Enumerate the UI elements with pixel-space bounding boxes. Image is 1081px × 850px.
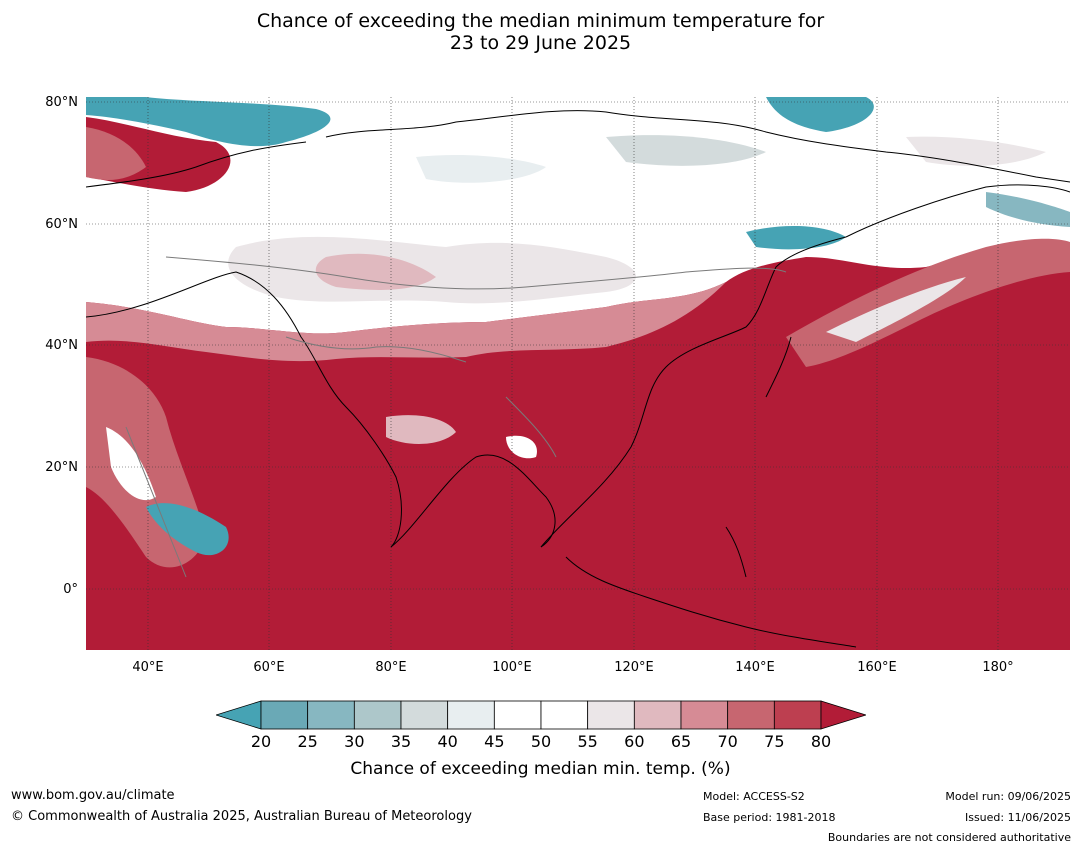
colorbar-tick-label: 35 bbox=[390, 732, 412, 751]
colorbar-segment bbox=[493, 700, 542, 730]
pacific-white-streak bbox=[826, 277, 966, 342]
central-asia-patch bbox=[315, 253, 436, 290]
graticule bbox=[86, 97, 1070, 650]
colorbar-segment bbox=[773, 700, 822, 730]
far-east-pink-patch bbox=[906, 136, 1046, 166]
colorbar-tick-label: 45 bbox=[484, 732, 505, 751]
arctic-low-region-east bbox=[766, 97, 874, 132]
lat-label-0: 0° bbox=[63, 582, 78, 597]
tibet-pink-patch bbox=[386, 415, 456, 444]
map-svg bbox=[86, 97, 1070, 650]
lat-label-80n: 80°N bbox=[45, 95, 78, 110]
footer-model-run: Model run: 09/06/2025 bbox=[945, 790, 1071, 803]
chart-title: Chance of exceeding the median minimum t… bbox=[0, 10, 1081, 54]
colorbar-segment bbox=[727, 700, 775, 730]
colorbar-high-arrow bbox=[820, 700, 868, 730]
forecast-map bbox=[86, 97, 1070, 650]
colorbar-svg bbox=[214, 700, 868, 730]
colorbar-segment bbox=[260, 700, 309, 730]
lon-label-80e: 80°E bbox=[375, 660, 407, 675]
colorbar-segment bbox=[633, 700, 682, 730]
footer-copyright: © Commonwealth of Australia 2025, Austra… bbox=[11, 809, 472, 824]
europe-mid-region bbox=[86, 127, 146, 180]
colorbar-tick-label: 25 bbox=[297, 732, 318, 751]
colorbar-segment bbox=[400, 700, 449, 730]
footer-boundaries-note: Boundaries are not considered authoritat… bbox=[827, 831, 1071, 844]
bering-low-region bbox=[986, 192, 1070, 227]
lon-label-180: 180° bbox=[982, 660, 1014, 675]
okhotsk-low-region bbox=[746, 225, 846, 250]
colorbar bbox=[214, 700, 868, 730]
lon-label-40e: 40°E bbox=[132, 660, 164, 675]
colorbar-segment bbox=[680, 700, 729, 730]
lat-label-20n: 20°N bbox=[45, 460, 78, 475]
footer-base-period: Base period: 1981-2018 bbox=[703, 811, 836, 824]
transition-band bbox=[86, 282, 726, 362]
colorbar-label: Chance of exceeding median min. temp. (%… bbox=[350, 759, 731, 779]
horn-of-africa-low-region bbox=[146, 503, 229, 556]
colorbar-tick-label: 60 bbox=[624, 732, 645, 751]
country-borders bbox=[125, 256, 787, 578]
colorbar-tick-label: 75 bbox=[764, 732, 785, 751]
colorbar-tick-label: 30 bbox=[344, 732, 365, 751]
footer-url[interactable]: www.bom.gov.au/climate bbox=[11, 788, 175, 803]
footer-model: Model: ACCESS-S2 bbox=[703, 790, 805, 803]
arctic-low-region-west bbox=[86, 97, 331, 147]
lat-label-60n: 60°N bbox=[45, 217, 78, 232]
lon-label-60e: 60°E bbox=[253, 660, 285, 675]
colorbar-segment bbox=[540, 700, 589, 730]
lon-label-100e: 100°E bbox=[492, 660, 532, 675]
colorbar-segment bbox=[587, 700, 635, 730]
east-siberia-grey-patch bbox=[606, 135, 766, 166]
lon-label-120e: 120°E bbox=[614, 660, 654, 675]
colorbar-tick-label: 55 bbox=[577, 732, 598, 751]
title-line-1: Chance of exceeding the median minimum t… bbox=[256, 10, 825, 32]
colorbar-tick-label: 65 bbox=[670, 732, 692, 751]
coastlines bbox=[86, 110, 1070, 648]
indochina-white-patch bbox=[506, 435, 537, 459]
lon-label-160e: 160°E bbox=[857, 660, 897, 675]
colorbar-segment bbox=[353, 700, 402, 730]
title-line-2: 23 to 29 June 2025 bbox=[449, 32, 632, 54]
lon-label-140e: 140°E bbox=[735, 660, 775, 675]
colorbar-tick-label: 50 bbox=[530, 732, 552, 751]
colorbar-tick-label: 40 bbox=[437, 732, 458, 751]
lat-label-40n: 40°N bbox=[45, 338, 78, 353]
colorbar-low-arrow bbox=[214, 700, 262, 730]
colorbar-segment bbox=[447, 700, 495, 730]
colorbar-tick-label: 70 bbox=[717, 732, 738, 751]
colorbar-segment bbox=[307, 700, 355, 730]
footer-issued: Issued: 11/06/2025 bbox=[964, 811, 1071, 824]
colorbar-tick-label: 20 bbox=[250, 732, 272, 751]
siberia-grey-patch bbox=[416, 155, 546, 183]
africa-white-patch bbox=[106, 427, 156, 501]
colorbar-tick-label: 80 bbox=[810, 732, 832, 751]
